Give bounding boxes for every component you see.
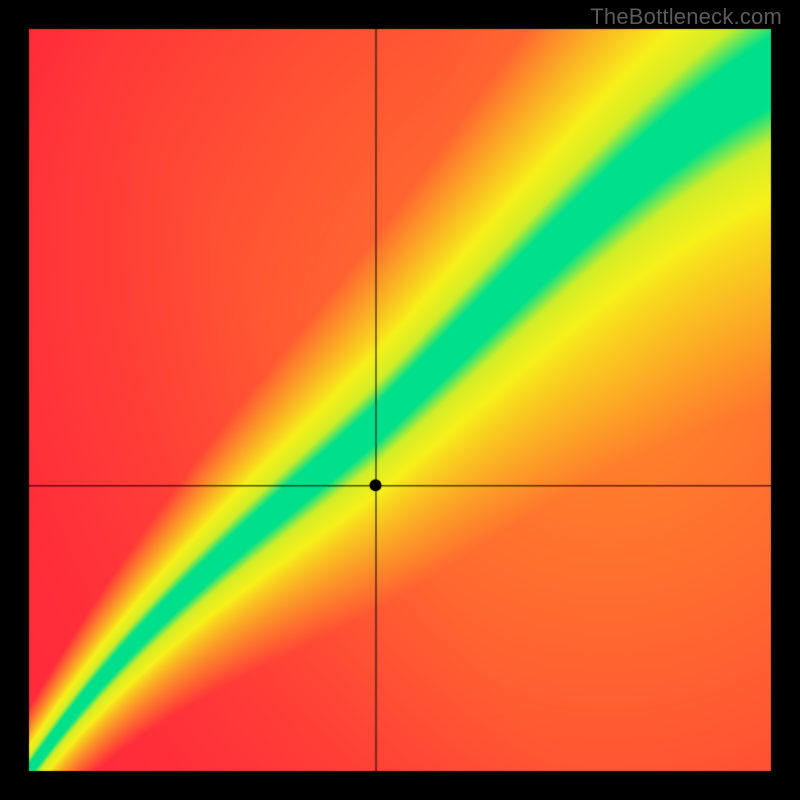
heatmap-canvas [0, 0, 800, 800]
chart-container: TheBottleneck.com [0, 0, 800, 800]
watermark-label: TheBottleneck.com [590, 4, 782, 30]
